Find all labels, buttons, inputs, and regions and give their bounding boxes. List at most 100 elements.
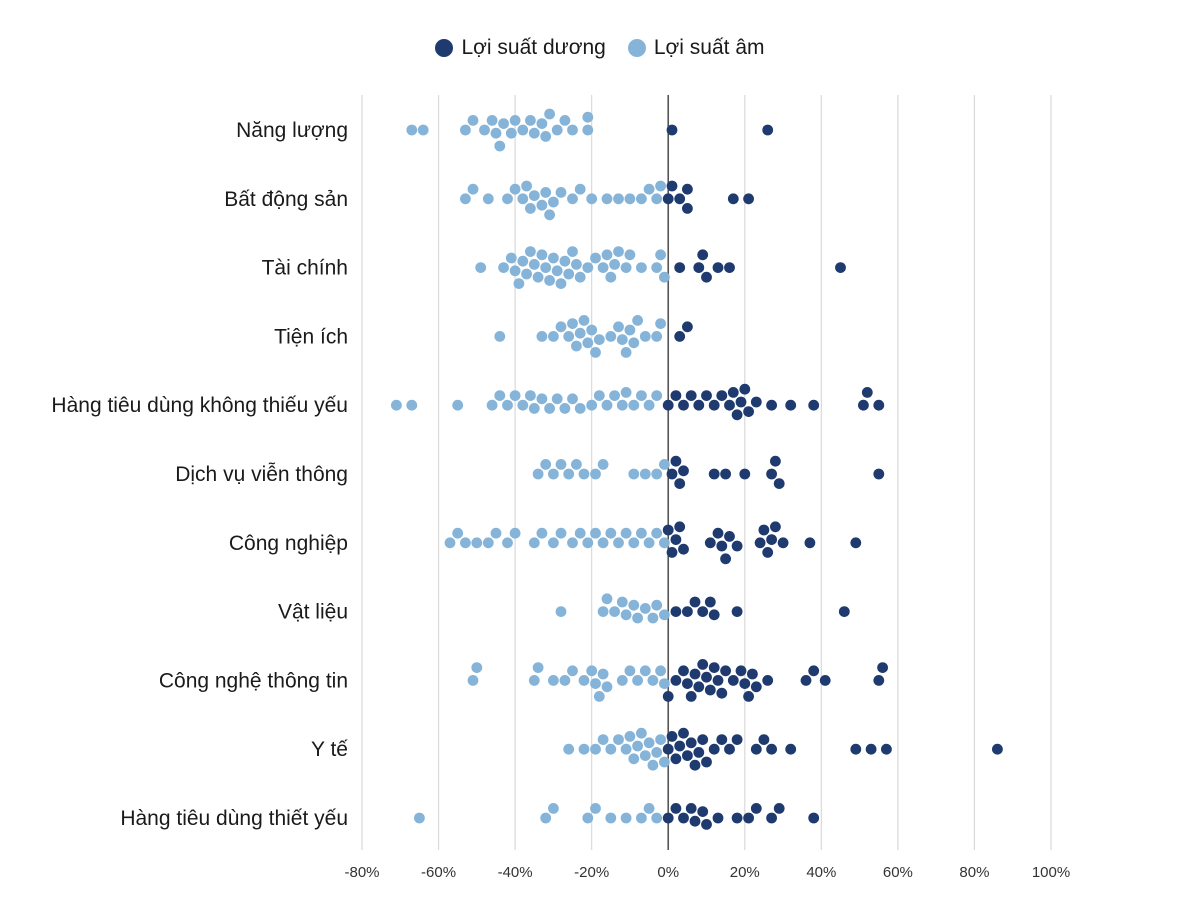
x-tick-label: 20% (730, 864, 760, 881)
positive-return-point (701, 819, 712, 830)
positive-return-point (720, 468, 731, 480)
positive-return-point (731, 540, 743, 552)
positive-return-point (727, 675, 739, 686)
positive-return-point (685, 390, 697, 401)
positive-return-point (678, 465, 689, 477)
positive-return-point (685, 803, 697, 814)
positive-return-point (674, 262, 686, 273)
positive-return-point (877, 662, 888, 673)
negative-return-point (513, 278, 525, 289)
negative-return-point (620, 743, 632, 755)
negative-return-point (616, 596, 628, 608)
negative-return-point (486, 115, 498, 126)
negative-return-point (559, 255, 571, 267)
negative-return-point (643, 737, 655, 749)
x-tick-label: -60% (421, 864, 456, 881)
positive-return-point (701, 271, 712, 283)
positive-return-point (689, 759, 701, 771)
positive-return-point (712, 812, 724, 824)
negative-return-point (574, 271, 586, 283)
negative-return-point (636, 527, 647, 539)
negative-return-point (651, 390, 663, 401)
negative-return-point (647, 675, 659, 686)
negative-return-point (586, 399, 598, 411)
negative-return-point (613, 734, 624, 745)
negative-return-point (651, 468, 663, 480)
positive-return-point (712, 262, 724, 273)
negative-return-point (620, 347, 632, 358)
positive-return-point (666, 180, 678, 192)
negative-return-point (505, 127, 517, 139)
negative-return-point (548, 331, 559, 342)
negative-return-point (590, 527, 601, 539)
positive-return-point (682, 606, 693, 617)
negative-return-point (636, 390, 647, 401)
negative-return-point (659, 609, 670, 621)
positive-return-point (678, 812, 689, 824)
negative-return-point (628, 337, 640, 349)
positive-return-point (678, 665, 689, 677)
positive-return-point (689, 668, 701, 680)
negative-return-point (567, 124, 578, 136)
negative-return-point (467, 115, 479, 126)
positive-return-point (739, 383, 751, 395)
negative-return-point (574, 403, 586, 414)
x-tick-label: 40% (806, 864, 836, 881)
positive-return-point (735, 665, 747, 677)
negative-return-point (578, 675, 590, 686)
positive-return-point (708, 399, 720, 411)
positive-return-point (662, 812, 674, 824)
positive-return-point (712, 675, 724, 686)
negative-return-point (636, 812, 647, 824)
positive-return-point (674, 331, 686, 342)
positive-return-point (662, 743, 674, 755)
negative-return-point (414, 812, 425, 824)
positive-return-point (666, 731, 678, 742)
positive-return-point (850, 537, 862, 549)
negative-return-point (540, 459, 552, 470)
positive-return-point (838, 606, 850, 617)
positive-return-point (739, 678, 751, 689)
positive-return-point (689, 596, 701, 608)
negative-return-point (555, 321, 567, 333)
positive-return-point (770, 521, 781, 533)
x-tick-label: 80% (959, 864, 989, 881)
positive-return-point (708, 743, 720, 755)
negative-return-point (613, 246, 624, 257)
positive-return-point (777, 537, 789, 549)
negative-return-point (567, 537, 578, 549)
positive-return-point (865, 743, 877, 755)
negative-return-point (391, 399, 402, 411)
positive-return-point (666, 124, 678, 136)
category-label: Năng lượng (236, 119, 348, 142)
positive-return-point (758, 524, 770, 536)
x-tick-label: 0% (657, 864, 679, 881)
legend-item-positive[interactable]: Lợi suất dương (435, 36, 606, 60)
negative-return-point (494, 331, 506, 342)
category-label: Tiện ích (274, 325, 348, 348)
legend-label-positive: Lợi suất dương (461, 36, 606, 59)
negative-return-point (536, 118, 548, 129)
negative-return-point (574, 527, 586, 539)
positive-return-point (743, 691, 754, 702)
positive-return-point (750, 803, 762, 814)
negative-return-point (574, 183, 586, 195)
negative-return-point (498, 118, 509, 129)
negative-return-point (482, 537, 494, 549)
negative-return-point (521, 180, 532, 192)
positive-return-point (701, 671, 712, 683)
negative-return-point (490, 127, 502, 139)
positive-return-point (720, 665, 731, 677)
negative-return-point (582, 812, 594, 824)
positive-return-point (750, 396, 762, 408)
negative-return-point (528, 190, 540, 202)
negative-return-point (624, 731, 636, 742)
negative-return-point (555, 187, 567, 198)
negative-return-point (601, 193, 613, 205)
negative-return-point (532, 468, 544, 480)
negative-return-point (521, 268, 532, 280)
legend-item-negative[interactable]: Lợi suất âm (627, 36, 765, 60)
positive-return-point (735, 396, 747, 408)
positive-return-point (693, 399, 705, 411)
positive-return-point (835, 262, 846, 273)
